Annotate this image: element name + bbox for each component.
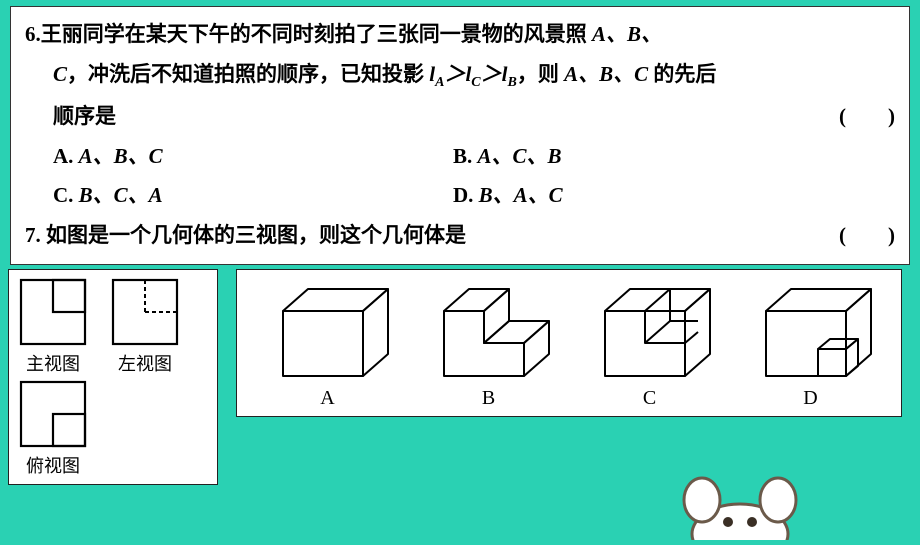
q6-c-val: B、C、A bbox=[79, 183, 163, 207]
q6-b-val: A、C、B bbox=[478, 144, 562, 168]
q6-line1-abc: A、B、 bbox=[592, 22, 662, 46]
solid-c-icon bbox=[585, 281, 715, 381]
gt2: ＞ bbox=[481, 62, 502, 86]
top-view: 俯视图 bbox=[17, 378, 89, 478]
q6-proj: lA＞lC＞lB bbox=[429, 62, 517, 86]
q6-opts-row2: C. B、C、A D. B、A、C bbox=[53, 176, 895, 216]
q6-l2-e: 的先后 bbox=[648, 62, 716, 86]
q6-l3-text: 顺序是 bbox=[53, 97, 116, 137]
three-views-panel: 主视图 左视图 俯视图 bbox=[8, 269, 218, 485]
front-view: 主视图 bbox=[17, 276, 89, 376]
solid-b-label: B bbox=[482, 387, 495, 409]
q7: 7. 如图是一个几何体的三视图，则这个几何体是 ( ) bbox=[25, 216, 895, 256]
solids-panel: A B bbox=[236, 269, 902, 417]
q6-line3: 顺序是 ( ) bbox=[53, 97, 895, 137]
q6-l2-c: C bbox=[53, 62, 67, 86]
q6-line1: 王丽同学在某天下午的不同时刻拍了三张同一景物的风景照 A、B、 bbox=[41, 15, 895, 55]
q7-answer-paren: ( ) bbox=[839, 216, 895, 256]
mascot-icon bbox=[660, 470, 820, 540]
q6-opt-b: B. A、C、B bbox=[453, 137, 895, 177]
left-view-icon bbox=[109, 276, 181, 348]
q6-c-pre: C. bbox=[53, 183, 79, 207]
solid-a-label: A bbox=[320, 387, 334, 409]
front-view-icon bbox=[17, 276, 89, 348]
q6-opt-a: A. A、B、C bbox=[53, 137, 453, 177]
q6-opts-row1: A. A、B、C B. A、C、B bbox=[53, 137, 895, 177]
lc-sub: C bbox=[471, 75, 480, 90]
q6-number: 6. bbox=[25, 15, 41, 55]
solid-c-label: C bbox=[643, 387, 656, 409]
left-view-label: 左视图 bbox=[118, 354, 172, 374]
top-view-icon bbox=[17, 378, 89, 450]
solid-d-label: D bbox=[803, 387, 817, 409]
solid-d-icon bbox=[746, 281, 876, 381]
q6-l2-b: ，冲洗后不知道拍照的顺序，已知投影 bbox=[67, 62, 429, 86]
q6-line2: C，冲洗后不知道拍照的顺序，已知投影 lA＞lC＞lB，则 A、B、C 的先后 bbox=[53, 55, 895, 97]
q6-a-pre: A. bbox=[53, 144, 79, 168]
solid-b-icon bbox=[424, 281, 554, 381]
q6-l2-c2: ，则 bbox=[517, 62, 564, 86]
q6-d-pre: D. bbox=[453, 183, 479, 207]
top-view-label: 俯视图 bbox=[26, 456, 80, 476]
solid-a-icon bbox=[263, 281, 393, 381]
solid-c: C bbox=[585, 281, 715, 410]
q6-l2-abc: A、B、C bbox=[564, 62, 648, 86]
q7-number: 7. bbox=[25, 223, 46, 247]
q6-line1-text: 王丽同学在某天下午的不同时刻拍了三张同一景物的风景照 bbox=[41, 22, 592, 46]
q6-b-pre: B. bbox=[453, 144, 478, 168]
q6-answer-paren: ( ) bbox=[839, 97, 895, 137]
q6-opt-c: C. B、C、A bbox=[53, 176, 453, 216]
solid-a: A bbox=[263, 281, 393, 410]
front-view-label: 主视图 bbox=[26, 354, 80, 374]
lb-sub: B bbox=[507, 75, 516, 90]
solid-b: B bbox=[424, 281, 554, 410]
q6-d-val: B、A、C bbox=[479, 183, 563, 207]
figures-row: 主视图 左视图 俯视图 bbox=[8, 269, 902, 485]
left-view: 左视图 bbox=[109, 276, 181, 376]
gt1: ＞ bbox=[444, 62, 465, 86]
solid-d: D bbox=[746, 281, 876, 410]
q6: 6. 王丽同学在某天下午的不同时刻拍了三张同一景物的风景照 A、B、 bbox=[25, 15, 895, 55]
q7-text: 如图是一个几何体的三视图，则这个几何体是 bbox=[46, 223, 466, 247]
q6-a-val: A、B、C bbox=[79, 144, 163, 168]
q6-opt-d: D. B、A、C bbox=[453, 176, 895, 216]
q7-left: 7. 如图是一个几何体的三视图，则这个几何体是 bbox=[25, 216, 466, 256]
question-text-panel: 6. 王丽同学在某天下午的不同时刻拍了三张同一景物的风景照 A、B、 C，冲洗后… bbox=[10, 6, 910, 265]
